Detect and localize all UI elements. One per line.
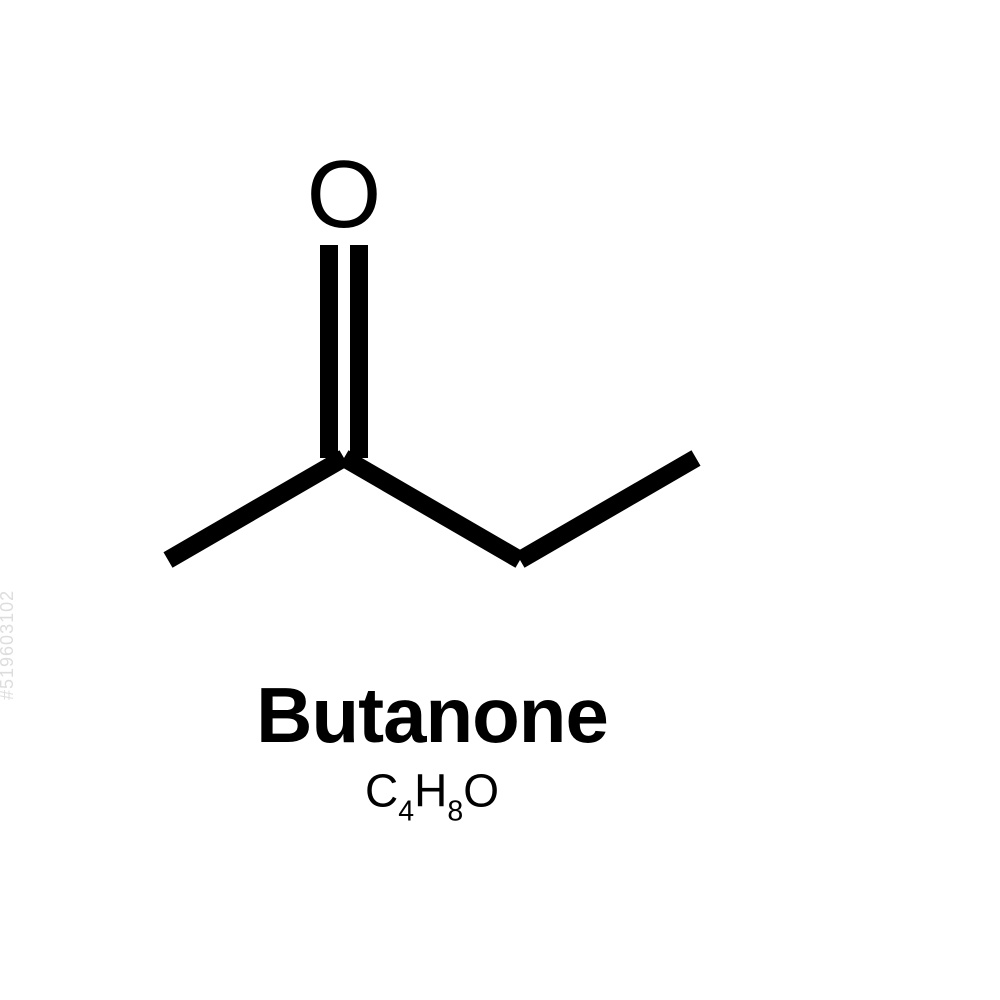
oxygen-atom-label: O	[307, 147, 382, 243]
molecular-formula: C4H8O	[365, 768, 499, 823]
compound-name: Butanone	[256, 676, 608, 754]
molecule-diagram: O Butanone C4H8O #519603102	[0, 0, 1000, 1000]
watermark-text: #519603102	[0, 590, 18, 700]
bond-lines	[0, 0, 1000, 1000]
